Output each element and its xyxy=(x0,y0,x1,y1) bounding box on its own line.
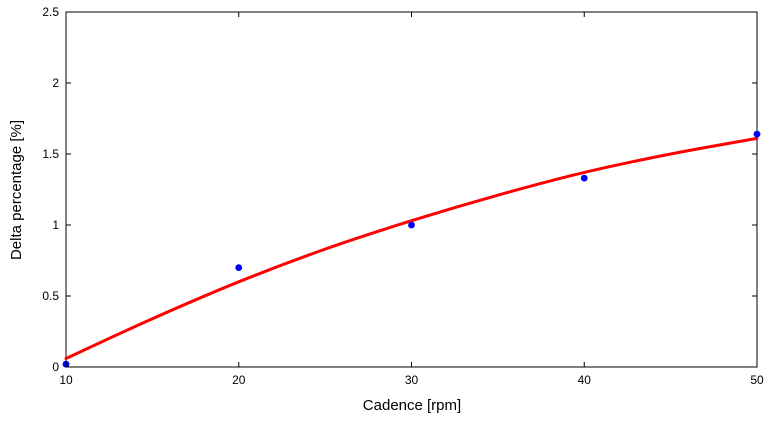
fit-curve-layer xyxy=(64,136,759,360)
ticks-layer: 10 20 30 40 50 0 0.5 1 1.5 2 2.5 xyxy=(42,5,764,387)
data-point xyxy=(580,174,588,182)
plot-area xyxy=(65,11,758,368)
x-tick-label: 20 xyxy=(232,373,246,387)
y-axis-title: Delta percentage [%] xyxy=(8,120,25,260)
x-axis-title: Cadence [rpm] xyxy=(363,397,461,414)
y-tick-label: 0.5 xyxy=(42,289,59,303)
x-tick-label: 40 xyxy=(578,373,592,387)
plot-frame xyxy=(65,11,758,368)
y-tick-label: 1 xyxy=(52,218,59,232)
data-point xyxy=(753,130,761,138)
x-tick-label: 30 xyxy=(405,373,419,387)
y-tick-label: 0 xyxy=(52,360,59,374)
x-tick-label: 50 xyxy=(750,373,764,387)
data-point xyxy=(235,264,243,271)
y-tick-label: 2.5 xyxy=(42,5,59,19)
x-tick-label: 10 xyxy=(59,373,73,387)
y-tick-label: 1.5 xyxy=(42,147,59,161)
data-point xyxy=(408,221,415,229)
y-tick-label: 2 xyxy=(52,76,59,90)
fit-curve-line xyxy=(64,136,759,360)
